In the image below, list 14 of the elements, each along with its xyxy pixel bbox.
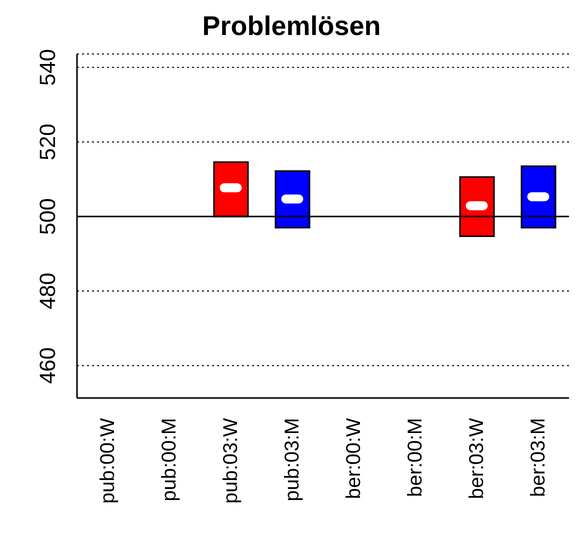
x-tick-label: pub:00:M — [158, 418, 180, 502]
x-tick-label: pub:00:W — [96, 418, 119, 504]
x-tick-label: ber:03:M — [527, 418, 550, 497]
y-tick-label: 540 — [35, 49, 60, 86]
x-tick-label: pub:03:W — [220, 418, 242, 504]
y-tick-label: 520 — [35, 124, 60, 160]
x-tick-label: ber:00:M — [404, 418, 426, 497]
y-tick-label: 480 — [35, 272, 60, 310]
x-tick-label: ber:03:W — [466, 418, 488, 500]
chart-title: Problemlösen — [201, 10, 382, 43]
y-tick-label: 500 — [35, 198, 60, 235]
y-tick-label: 460 — [35, 347, 60, 384]
x-tick-label: pub:03:M — [281, 418, 304, 502]
x-tick-label: ber:00:W — [342, 418, 365, 500]
